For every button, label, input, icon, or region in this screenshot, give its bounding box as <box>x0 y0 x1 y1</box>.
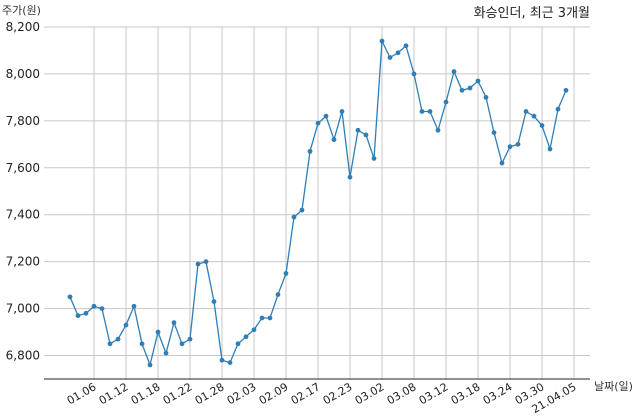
data-point <box>83 310 89 316</box>
x-axis-label: 날짜(일) <box>594 379 633 393</box>
data-point <box>227 360 233 365</box>
data-point <box>539 123 545 128</box>
chart-title: 화승인더, 최근 3개월 <box>474 6 590 21</box>
data-point <box>339 109 345 114</box>
data-point <box>219 357 225 363</box>
x-tick-label: 03.02 <box>353 380 387 407</box>
data-point <box>355 127 361 133</box>
y-tick-label: 7,200 <box>6 255 40 269</box>
data-point <box>435 127 441 133</box>
data-point <box>299 207 305 213</box>
x-tick-label: 03.18 <box>449 380 483 407</box>
data-point <box>427 109 433 114</box>
x-tick-label: 02.17 <box>289 380 323 407</box>
data-point <box>419 109 425 114</box>
y-tick-label: 6,800 <box>6 349 40 363</box>
data-point <box>475 78 481 84</box>
data-point <box>387 55 393 60</box>
x-tick-label: 02.03 <box>225 380 259 407</box>
data-point <box>331 137 337 143</box>
data-point <box>187 336 193 342</box>
y-tick-label: 7,800 <box>6 114 40 128</box>
x-tick-label: 01.12 <box>97 380 131 407</box>
y-tick-label: 8,000 <box>6 67 40 81</box>
data-point <box>563 87 569 93</box>
data-point <box>235 341 241 347</box>
data-point <box>395 50 401 56</box>
y-axis-label: 주가(원) <box>2 4 41 17</box>
x-ticks: 01.0601.1201.1801.2201.2802.0302.0902.17… <box>65 380 579 416</box>
data-point <box>499 160 505 166</box>
data-point <box>515 141 521 147</box>
data-point <box>347 174 353 180</box>
data-point <box>131 303 137 309</box>
x-tick-label: 03.24 <box>481 380 515 407</box>
data-point <box>115 336 121 342</box>
data-point <box>283 271 289 276</box>
data-point <box>139 341 145 347</box>
x-tick-label: 01.22 <box>161 380 195 407</box>
data-point <box>179 341 185 347</box>
series <box>67 38 569 368</box>
data-point <box>555 106 561 112</box>
data-point <box>363 132 369 138</box>
data-point <box>107 341 113 347</box>
data-point <box>91 303 97 309</box>
data-point <box>75 313 81 319</box>
data-point <box>451 69 457 74</box>
data-point <box>459 87 465 93</box>
data-point <box>323 113 329 119</box>
x-tick-label: 03.08 <box>385 380 419 407</box>
data-point <box>379 38 385 44</box>
x-tick-label: 01.28 <box>193 380 227 407</box>
data-point <box>259 315 265 321</box>
data-point <box>155 329 161 335</box>
data-point <box>403 43 409 49</box>
y-tick-label: 7,600 <box>6 161 40 175</box>
data-point <box>211 299 217 304</box>
y-tick-label: 7,000 <box>6 302 40 316</box>
data-point <box>171 320 177 326</box>
data-point <box>267 315 273 321</box>
data-point <box>483 95 489 100</box>
data-point <box>307 148 313 154</box>
data-point <box>195 261 201 267</box>
data-point <box>163 350 169 356</box>
data-point <box>467 85 473 91</box>
grid <box>44 26 590 379</box>
x-tick-label: 02.09 <box>257 380 291 407</box>
data-point <box>531 113 537 119</box>
data-point <box>99 306 105 311</box>
data-point <box>243 334 249 340</box>
data-point <box>315 120 321 126</box>
data-point <box>507 144 513 150</box>
x-tick-label: 01.06 <box>65 380 99 407</box>
data-point <box>523 109 529 114</box>
y-tick-label: 7,400 <box>6 208 40 222</box>
data-point <box>203 259 209 265</box>
data-point <box>491 130 497 136</box>
data-point <box>291 214 297 220</box>
data-point <box>147 362 153 368</box>
data-point <box>547 146 553 152</box>
data-point <box>443 99 449 105</box>
x-tick-label: 03.12 <box>417 380 451 407</box>
y-ticks: 6,800 7,000 7,200 7,400 7,600 7,800 8,000 8,200 <box>6 20 40 363</box>
data-point <box>123 322 129 328</box>
x-tick-label: 01.18 <box>129 380 163 407</box>
data-point <box>251 327 257 333</box>
y-tick-label: 8,200 <box>6 20 40 34</box>
data-point <box>67 294 73 300</box>
data-point <box>411 71 417 77</box>
data-point <box>275 292 281 297</box>
data-point <box>371 156 377 161</box>
x-tick-label: 02.23 <box>321 380 355 407</box>
